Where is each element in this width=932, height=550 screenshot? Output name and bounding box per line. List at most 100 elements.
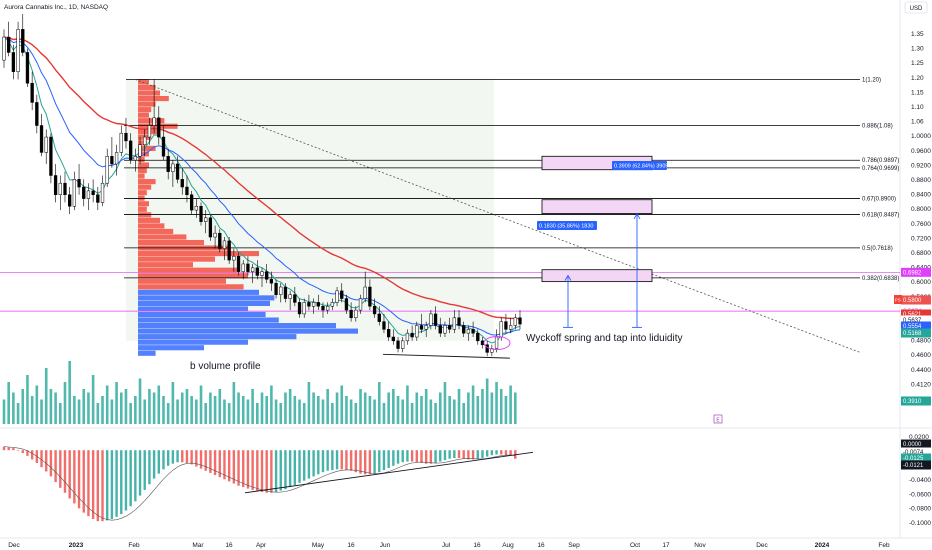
osc-histogram-bar — [354, 450, 358, 473]
candle-body — [236, 256, 241, 272]
osc-histogram-bar — [124, 450, 128, 511]
volume-bar — [232, 382, 236, 424]
trend-lines[interactable] — [134, 78, 861, 359]
osc-histogram-bar — [256, 450, 259, 492]
volume-bar — [237, 392, 240, 424]
target-boxes[interactable] — [541, 155, 653, 283]
candle-body — [129, 140, 133, 161]
volume-profile-row — [138, 173, 145, 179]
osc-histogram-bar — [232, 450, 236, 484]
osc-histogram-bar — [162, 450, 165, 470]
price-axis-tick: 1.0000 — [911, 133, 931, 140]
volume-bar — [396, 396, 400, 424]
volume-bar — [148, 389, 151, 424]
price-axis-tick: 0.8800 — [911, 177, 931, 184]
candle-body — [363, 286, 367, 299]
osc-histogram-bar — [462, 450, 465, 459]
volume-bar — [293, 396, 297, 424]
price-axis-tick: 1.15 — [911, 89, 924, 96]
volume-bar — [227, 403, 231, 424]
time-axis-tick: 16 — [347, 542, 355, 549]
volume-bar — [21, 389, 25, 424]
event-badge[interactable] — [713, 414, 723, 424]
candle-body — [518, 317, 522, 325]
measure-label-bg — [612, 161, 667, 170]
candle-body — [466, 329, 471, 334]
price-axis-tick: 0.9600 — [911, 148, 931, 155]
candle-body — [424, 325, 428, 330]
candle-body — [77, 179, 81, 188]
osc-histogram-bar — [195, 450, 198, 467]
measure-tools[interactable]: 0.1830 (35.86%) 1830 0.3909 (62.84%) 3909 — [537, 161, 668, 328]
measure-arrow[interactable] — [564, 274, 572, 281]
time-axis[interactable]: Dec 2023 Feb Mar 16 Apr May 16 Jun Jul 16 Aug 16 Sep O… — [8, 542, 890, 549]
volume-bar — [509, 385, 512, 424]
candle-body — [297, 302, 302, 315]
osc-histogram-bar — [368, 450, 372, 475]
osc-histogram-bar — [434, 450, 437, 463]
price-tag-ema-slow: 0.5621 — [903, 312, 922, 318]
candle-body — [265, 271, 269, 280]
target-box[interactable] — [541, 199, 653, 214]
candle-body — [387, 329, 391, 338]
candle-body — [391, 336, 395, 342]
volume-bar — [176, 399, 179, 424]
osc-histogram-bar — [410, 450, 414, 462]
volume-profile-row — [138, 317, 279, 323]
volume-bar — [58, 403, 62, 424]
pl-badge: PS — [895, 298, 901, 303]
candle-body — [124, 132, 128, 142]
volume-profile-row — [138, 273, 248, 279]
volume-bar — [87, 392, 90, 424]
osc-histogram-bar — [87, 450, 90, 517]
volume-bar — [110, 399, 114, 424]
time-axis-tick: 2024 — [815, 542, 830, 549]
price-tags: 0.69820.59740.58000.56210.56370.55540.51… — [894, 267, 931, 470]
osc-histogram-bar — [54, 450, 57, 483]
candle-body — [377, 313, 381, 322]
measure-arrow[interactable] — [633, 213, 641, 220]
volume-bar — [204, 403, 208, 424]
currency-button[interactable] — [904, 1, 928, 14]
candle-body — [307, 302, 311, 307]
volume-bar — [82, 389, 86, 424]
volume-profile-row — [138, 300, 270, 306]
volume-bar — [171, 382, 175, 424]
dashed-trendline[interactable] — [134, 78, 861, 353]
volume-bar — [180, 392, 184, 424]
target-box[interactable] — [541, 269, 653, 283]
price-axis[interactable]: 1.35 1.30 1.25 1.20 1.15 1.10 1.06 1.0000 0.9600… — [911, 31, 931, 403]
volume-bar — [30, 396, 34, 424]
osc-histogram-bar — [331, 450, 334, 471]
support-trendline[interactable] — [382, 353, 511, 359]
volume-bar — [457, 389, 461, 424]
osc-histogram-bar — [176, 450, 179, 463]
time-axis-tick: Feb — [128, 542, 140, 549]
volume-bar — [514, 392, 517, 424]
osc-histogram-bar — [63, 450, 67, 493]
volume-bar — [312, 392, 315, 424]
volume-profile-row — [138, 334, 297, 340]
volume-bar — [96, 403, 100, 424]
volume-bar — [495, 382, 498, 424]
osc-histogram-bar — [138, 450, 142, 496]
osc-histogram-bar — [298, 450, 301, 483]
volume-profile-row — [138, 162, 149, 168]
candle-body — [429, 313, 433, 326]
volume-profile-row — [138, 256, 215, 262]
osc-histogram-bar — [439, 450, 442, 462]
volume-bar — [481, 389, 484, 424]
osc-histogram-bar — [378, 450, 381, 473]
volume-bar — [134, 396, 137, 424]
candle-body — [476, 332, 480, 342]
osc-histogram-bar — [396, 450, 400, 464]
volume-bar — [335, 392, 339, 424]
price-tag-volume: 0.3910 — [903, 399, 922, 405]
osc-histogram-bar — [2, 446, 6, 451]
candle-body — [452, 317, 456, 330]
price-axis-tick: 0.4800 — [911, 338, 931, 345]
osc-divergence-line[interactable] — [244, 451, 534, 494]
volume-bar — [345, 396, 348, 424]
volume-bar — [124, 389, 128, 424]
